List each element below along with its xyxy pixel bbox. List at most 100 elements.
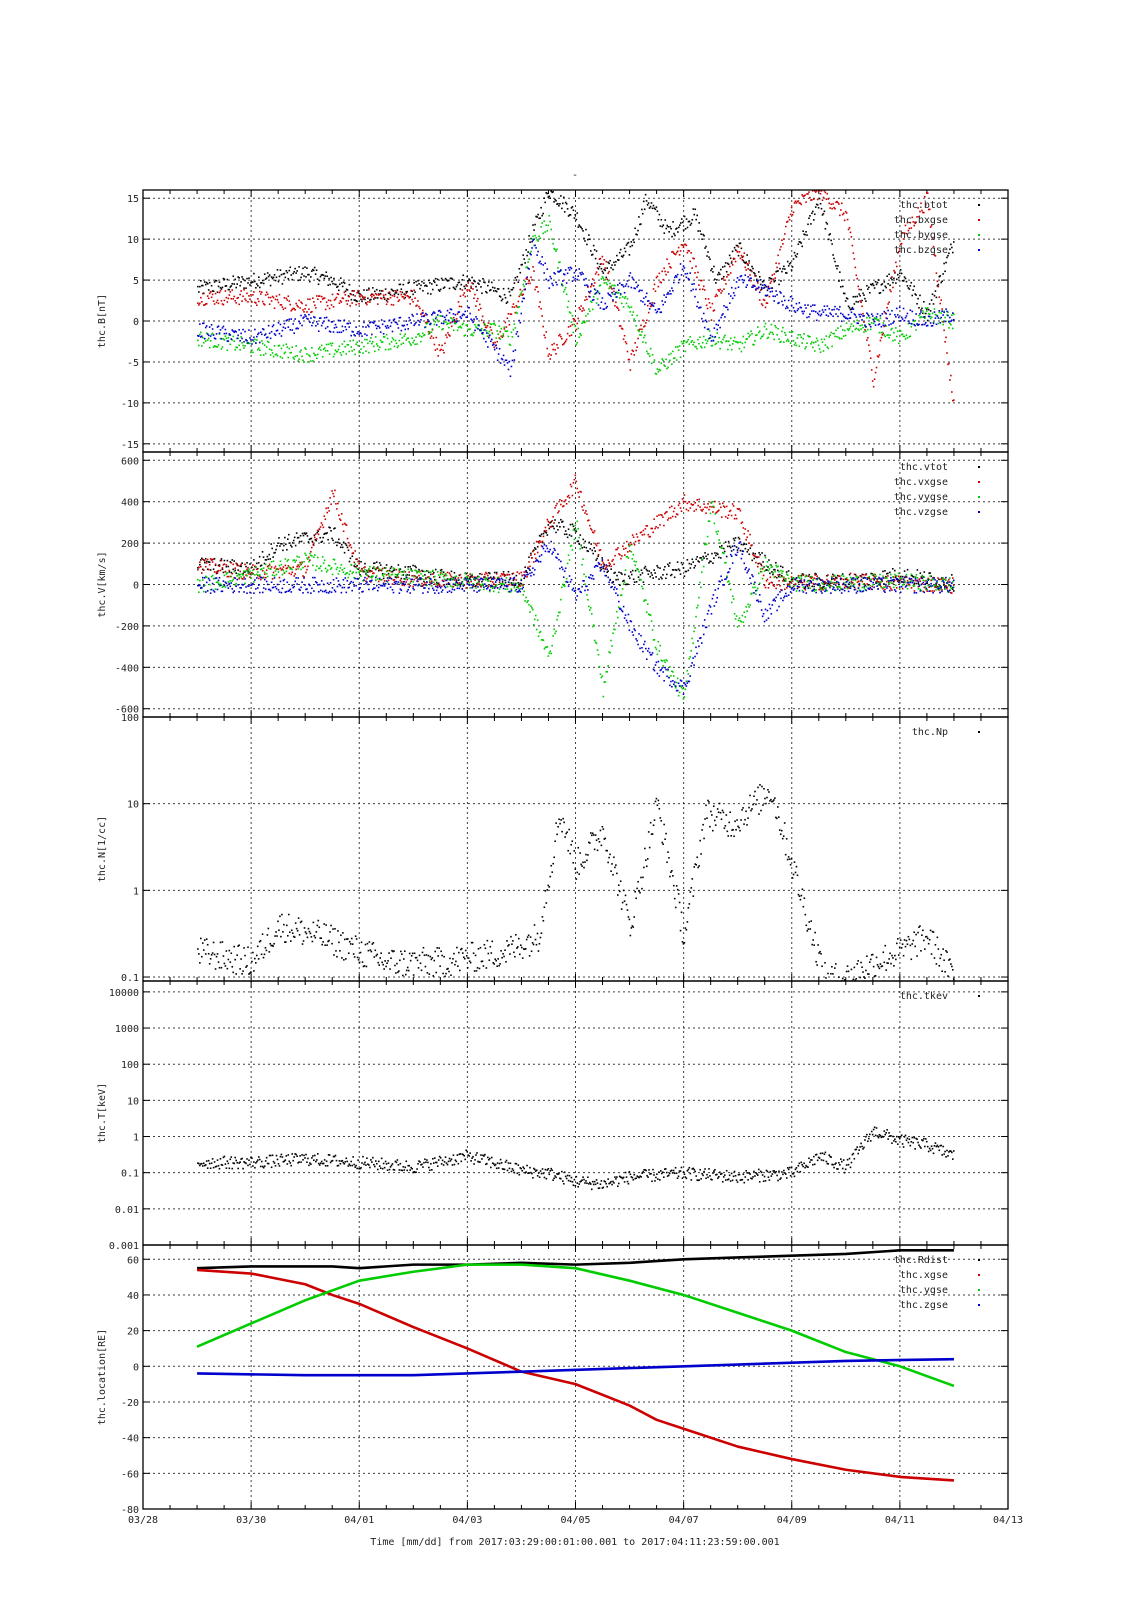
data-point (521, 294, 524, 297)
data-point (509, 313, 512, 315)
data-point (333, 527, 335, 530)
data-point (207, 568, 210, 571)
data-point (563, 288, 566, 291)
data-point (216, 570, 219, 573)
data-point (778, 301, 780, 304)
data-point (805, 583, 808, 586)
data-point (817, 190, 820, 192)
data-point (333, 327, 336, 329)
data-point (867, 336, 869, 339)
data-point (809, 313, 811, 316)
data-point (902, 238, 905, 240)
data-point (475, 305, 477, 307)
data-point (217, 325, 220, 327)
data-point (578, 336, 580, 339)
data-point (833, 575, 835, 577)
data-point (593, 293, 596, 295)
data-point (625, 540, 628, 543)
data-point (647, 533, 650, 536)
data-point (535, 237, 537, 239)
data-point (287, 295, 290, 297)
data-point (417, 279, 419, 282)
data-point (796, 253, 799, 255)
data-point (743, 346, 746, 349)
data-point (891, 309, 893, 312)
data-point (949, 589, 951, 592)
data-point (816, 575, 818, 577)
data-point (658, 308, 661, 310)
data-point (833, 206, 835, 209)
data-point (515, 579, 518, 581)
data-point (812, 582, 814, 585)
data-point (698, 284, 700, 286)
data-point (768, 287, 771, 290)
data-point (445, 314, 448, 317)
data-point (508, 360, 511, 363)
data-point (923, 211, 925, 214)
data-point (244, 582, 246, 585)
data-point (779, 290, 781, 293)
data-point (769, 331, 772, 334)
data-point (708, 562, 710, 564)
data-point (711, 552, 713, 555)
data-point (460, 327, 463, 329)
data-point (504, 321, 507, 324)
data-point (304, 347, 306, 349)
data-point (859, 315, 861, 318)
data-point (879, 291, 882, 294)
data-point (369, 570, 371, 573)
data-point (339, 352, 342, 354)
data-point (239, 339, 241, 342)
data-point (683, 215, 686, 218)
data-point (807, 223, 809, 226)
data-point (555, 352, 557, 355)
data-point (271, 547, 273, 550)
data-point (727, 263, 730, 266)
data-point (763, 299, 766, 302)
data-point (405, 339, 408, 341)
data-point (373, 320, 376, 323)
data-point (930, 224, 933, 227)
data-point (264, 558, 267, 561)
data-point (335, 350, 338, 353)
data-point (511, 573, 514, 575)
data-point (385, 299, 388, 302)
data-point (557, 511, 559, 514)
data-point (518, 267, 521, 270)
data-point (819, 351, 822, 353)
data-point (716, 295, 719, 297)
data-point (284, 327, 287, 330)
data-point (546, 347, 549, 350)
data-point (791, 266, 794, 268)
data-point (329, 342, 332, 345)
data-point (255, 302, 257, 304)
data-point (610, 565, 612, 568)
data-point (890, 323, 892, 325)
data-point (419, 321, 421, 323)
data-point (757, 331, 760, 334)
data-point (698, 561, 700, 563)
data-point (567, 326, 570, 328)
data-point (231, 282, 234, 285)
data-point (208, 583, 211, 586)
data-point (257, 333, 259, 336)
data-point (439, 288, 442, 291)
data-point (924, 580, 927, 582)
data-point (861, 305, 863, 308)
data-point (862, 315, 864, 317)
data-point (280, 563, 283, 566)
data-point (415, 305, 417, 307)
data-point (584, 299, 586, 301)
data-point (786, 584, 789, 586)
data-point (350, 346, 353, 348)
data-point (812, 210, 814, 213)
data-point (917, 297, 919, 300)
data-point (673, 232, 675, 235)
data-point (481, 292, 483, 295)
data-point (220, 338, 223, 340)
data-point (820, 190, 823, 192)
data-point (208, 346, 211, 349)
data-point (684, 243, 687, 246)
data-point (804, 588, 807, 591)
data-point (586, 284, 588, 286)
